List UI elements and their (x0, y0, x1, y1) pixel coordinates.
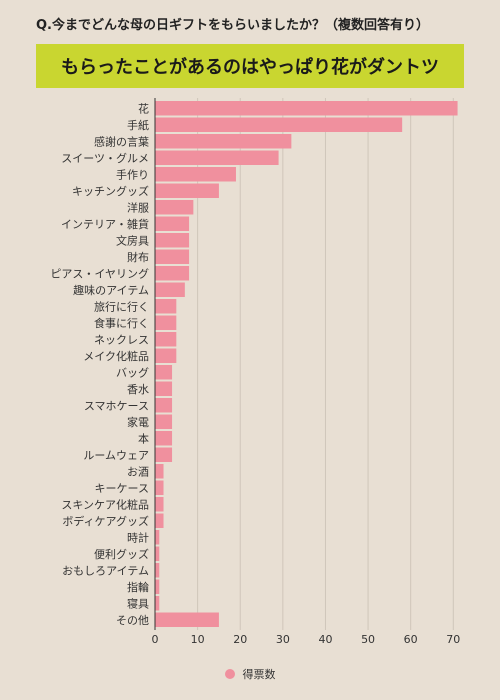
legend-swatch (224, 669, 235, 679)
question-text: Q.今までどんな母の日ギフトをもらいましたか？（複数回答有り） (36, 18, 429, 33)
bar (155, 497, 164, 512)
x-tick-label: 10 (191, 633, 205, 646)
category-label: 指輪 (127, 580, 149, 594)
category-label: メイク化粧品 (83, 349, 149, 363)
bar (155, 183, 219, 198)
category-label: 文房具 (116, 233, 149, 247)
bar (155, 266, 190, 281)
category-label: 寝具 (127, 596, 149, 610)
category-label: その他 (116, 614, 149, 627)
bar (155, 150, 279, 165)
x-tick-label: 60 (404, 633, 418, 646)
bar (155, 596, 160, 611)
bar (155, 612, 219, 627)
bar (155, 348, 177, 363)
category-label: 財布 (127, 250, 149, 264)
bar (155, 167, 236, 182)
category-label: 洋服 (127, 200, 149, 214)
headline-banner: もらったことがあるのはやっぱり花がダントツ (36, 44, 464, 88)
category-label: バッグ (116, 365, 149, 379)
category-label: 感謝の言葉 (94, 134, 149, 148)
bar (155, 332, 177, 347)
bar (155, 101, 458, 116)
category-label: ルームウェア (83, 449, 149, 462)
bar (155, 414, 173, 429)
x-tick-label: 0 (152, 633, 159, 646)
bar (155, 546, 160, 561)
category-label: 便利グッズ (94, 547, 149, 561)
category-label: スイーツ・グルメ (61, 151, 149, 165)
bar (155, 216, 190, 231)
category-label: キーケース (95, 482, 149, 495)
bar (155, 513, 164, 528)
category-label: 手紙 (127, 118, 149, 132)
category-label: お酒 (127, 465, 149, 478)
bar (155, 464, 164, 479)
category-label: おもしろアイテム (62, 564, 149, 577)
legend-label: 得票数 (242, 668, 276, 681)
bar (155, 134, 292, 149)
bar (155, 530, 160, 545)
category-label: 趣味のアイテム (73, 283, 149, 297)
bar (155, 563, 160, 578)
legend: 得票数 (0, 666, 500, 682)
bar (155, 200, 194, 215)
category-label: 手作り (116, 167, 149, 181)
bar (155, 233, 190, 248)
x-tick-label: 70 (446, 633, 460, 646)
category-label: ボディケアグッズ (62, 514, 149, 528)
category-label: スキンケア化粧品 (61, 497, 149, 511)
bar (155, 117, 403, 132)
category-label: 旅行に行く (94, 299, 149, 313)
bar (155, 447, 173, 462)
x-tick-labels: 0 10 20 30 40 50 60 70 (152, 633, 461, 646)
bar (155, 398, 173, 413)
category-label: 本 (138, 431, 149, 445)
bar (155, 365, 173, 380)
bar (155, 315, 177, 330)
x-tick-label: 20 (233, 633, 247, 646)
headline-text: もらったことがあるのはやっぱり花がダントツ (61, 57, 439, 78)
x-tick-label: 30 (276, 633, 290, 646)
category-label: 香水 (127, 383, 149, 396)
bar (155, 282, 185, 297)
grid-lines (197, 98, 454, 630)
bars (155, 101, 458, 627)
category-label: キッチングッズ (72, 184, 149, 198)
category-label: ネックレス (94, 333, 149, 346)
bar (155, 381, 173, 396)
bar (155, 480, 164, 495)
category-label: 家電 (127, 415, 149, 429)
x-tick-label: 50 (361, 633, 375, 646)
category-labels: 花手紙感謝の言葉スイーツ・グルメ手作りキッチングッズ洋服インテリア・雑貨文房具財… (50, 102, 149, 627)
category-label: 食事に行く (94, 316, 149, 330)
bar (155, 431, 173, 446)
category-label: インテリア・雑貨 (61, 217, 149, 231)
bar (155, 579, 160, 594)
category-label: ピアス・イヤリング (50, 266, 149, 280)
category-label: 花 (138, 102, 149, 115)
bar (155, 249, 190, 264)
bar (155, 299, 177, 314)
category-label: スマホケース (84, 399, 149, 412)
bar-chart: 花手紙感謝の言葉スイーツ・グルメ手作りキッチングッズ洋服インテリア・雑貨文房具財… (50, 98, 461, 646)
x-tick-label: 40 (318, 633, 332, 646)
category-label: 時計 (127, 530, 149, 544)
